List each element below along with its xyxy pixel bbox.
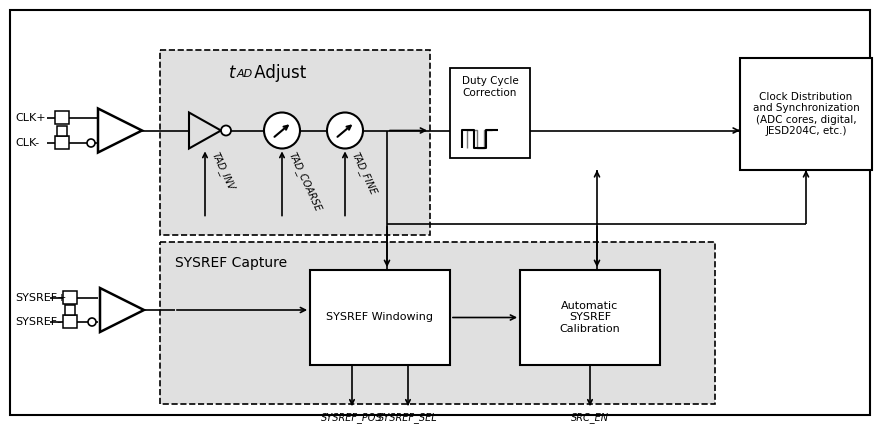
Text: AD: AD: [237, 69, 253, 79]
Bar: [57, 125, 67, 136]
Text: SYSREF_POS: SYSREF_POS: [321, 412, 383, 423]
Circle shape: [327, 113, 363, 148]
Bar: [55, 111, 69, 124]
Text: SRC_EN: SRC_EN: [571, 412, 609, 423]
Text: Automatic
SYSREF
Calibration: Automatic SYSREF Calibration: [559, 301, 620, 334]
Bar: [520, 270, 660, 365]
Text: CLK+: CLK+: [15, 113, 46, 123]
Circle shape: [221, 125, 231, 136]
Text: SYSREF_SEL: SYSREF_SEL: [378, 412, 437, 423]
Text: t: t: [228, 64, 235, 82]
Circle shape: [88, 318, 96, 326]
Bar: [55, 136, 69, 149]
Text: Clock Distribution
and Synchronization
(ADC cores, digital,
JESD204C, etc.): Clock Distribution and Synchronization (…: [752, 92, 859, 136]
Text: TAD_COARSE: TAD_COARSE: [287, 150, 324, 213]
Bar: [740, 58, 872, 170]
Text: SYSREF Capture: SYSREF Capture: [175, 256, 288, 270]
Text: TAD_INV: TAD_INV: [210, 150, 237, 192]
Text: SYSREF Windowing: SYSREF Windowing: [326, 312, 433, 323]
Bar: [160, 50, 430, 235]
Text: Duty Cycle
Correction: Duty Cycle Correction: [461, 76, 519, 98]
Bar: [63, 291, 77, 304]
Text: Adjust: Adjust: [249, 64, 306, 82]
Bar: [160, 242, 715, 404]
Text: TAD_FINE: TAD_FINE: [350, 150, 379, 197]
Text: SYSREF-: SYSREF-: [15, 317, 61, 327]
Text: SYSREF+: SYSREF+: [15, 293, 66, 303]
Bar: [310, 270, 450, 365]
Bar: [450, 68, 530, 158]
Bar: [63, 315, 77, 328]
Bar: [65, 305, 75, 315]
Circle shape: [264, 113, 300, 148]
Text: CLK-: CLK-: [15, 138, 39, 148]
Circle shape: [87, 139, 95, 147]
